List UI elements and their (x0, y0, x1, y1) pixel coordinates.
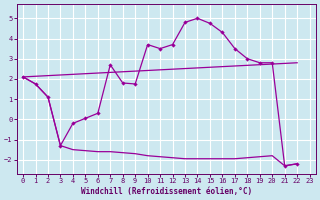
X-axis label: Windchill (Refroidissement éolien,°C): Windchill (Refroidissement éolien,°C) (81, 187, 252, 196)
